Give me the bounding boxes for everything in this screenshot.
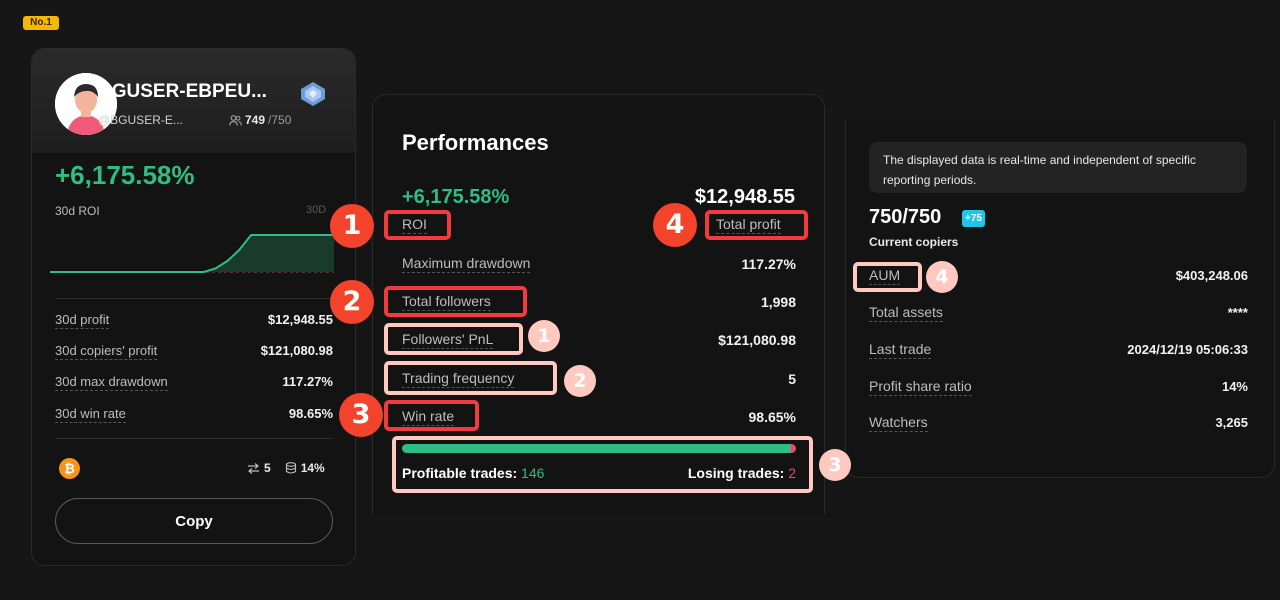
annotation-marker: 1: [528, 320, 560, 352]
divider: [55, 298, 333, 299]
stat-label: 30d profit: [55, 312, 110, 329]
avatar-image: [55, 73, 117, 135]
profit-share-ratio-label: Profit share ratio: [869, 378, 972, 396]
diamond-rank-icon: [298, 81, 328, 112]
stat-value: $12,948.55: [267, 312, 333, 327]
profitable-trades-count: 146: [521, 465, 545, 481]
users-icon: [229, 114, 242, 126]
rank-badge: No.1: [23, 16, 59, 30]
annotation-marker: 2: [564, 365, 596, 397]
stat-label: 30d win rate: [55, 406, 126, 423]
last-trade-value: 2024/12/19 05:06:33: [1127, 342, 1248, 357]
roi-label: ROI: [402, 216, 427, 234]
watchers-value: 3,265: [1215, 415, 1248, 430]
performance-roi-value: +6,175.58%: [402, 186, 510, 208]
current-copiers-caption: Current copiers: [869, 235, 959, 249]
performance-total-profit-value: $12,948.55: [694, 186, 795, 208]
chart-period-label: 30D: [306, 204, 327, 216]
watchers-label: Watchers: [869, 414, 928, 432]
annotation-marker: 4: [926, 261, 958, 293]
annotation-marker: 3: [819, 449, 851, 481]
chart-area: [50, 235, 334, 272]
stat-row-profit: 30d profit $12,948.55: [55, 312, 333, 329]
trader-handle: @BGUSER-E...: [98, 113, 183, 127]
followers-pnl-value: $121,080.98: [718, 332, 796, 348]
win-rate-value: 98.65%: [748, 409, 796, 425]
last-trade-label: Last trade: [869, 341, 932, 359]
performance-title: Performances: [402, 130, 549, 155]
stat-value: 117.27%: [282, 374, 333, 389]
stat-row-copiers-profit: 30d copiers' profit $121,080.98: [55, 343, 333, 360]
total-followers-label: Total followers: [402, 293, 491, 311]
avatar[interactable]: [55, 73, 117, 135]
max-drawdown-value: 117.27%: [741, 256, 797, 272]
roi-mini-chart: [50, 234, 334, 273]
stat-value: 98.65%: [288, 406, 333, 421]
annotation-marker: 1: [330, 204, 374, 248]
copiers-max: /750: [268, 113, 292, 127]
profit-share: 14%: [285, 461, 325, 475]
chart-line: [50, 234, 334, 273]
profit-share-ratio-value: 14%: [1221, 379, 1248, 394]
trade-count: 5: [247, 461, 271, 475]
trader-meta: 5 14%: [247, 461, 325, 475]
stat-row-win-rate: 30d win rate 98.65%: [55, 406, 333, 423]
aum-value: $403,248.06: [1175, 268, 1248, 283]
win-rate-bar: [402, 444, 796, 453]
max-drawdown-label: Maximum drawdown: [402, 255, 531, 273]
total-followers-value: 1,998: [760, 294, 796, 310]
win-rate-label: Win rate: [402, 408, 455, 426]
trading-frequency-value: 5: [788, 371, 796, 387]
losing-trades-count: 2: [788, 465, 796, 481]
copiers-count: 749/750: [229, 113, 291, 127]
followers-pnl-label: Followers' PnL: [402, 331, 494, 349]
win-rate-bar-fill: [402, 444, 791, 453]
trader-roi: +6,175.58%: [55, 160, 195, 190]
stat-label: 30d max drawdown: [55, 374, 168, 391]
stat-value: $121,080.98: [260, 343, 333, 358]
copiers-delta-badge: +75: [962, 210, 985, 227]
database-icon: [285, 462, 296, 474]
copiers-current: 749: [245, 113, 266, 127]
annotation-marker: 3: [339, 393, 383, 437]
stat-label: 30d copiers' profit: [55, 343, 158, 360]
total-profit-label: Total profit: [716, 216, 781, 234]
profitable-trades-label: Profitable trades:: [402, 465, 518, 481]
swap-arrows-icon: [248, 462, 259, 474]
profit-share-value: 14%: [300, 461, 325, 475]
copy-button[interactable]: Copy: [55, 498, 333, 544]
profitable-trades: Profitable trades: 146: [402, 465, 544, 481]
total-assets-label: Total assets: [869, 304, 943, 322]
trader-name[interactable]: BGUSER-EBPEU...: [98, 81, 267, 102]
trader-card: [31, 48, 356, 566]
roi-caption: 30d ROI: [55, 204, 100, 218]
divider: [55, 438, 333, 439]
trade-count-value: 5: [264, 461, 271, 475]
stat-row-max-drawdown: 30d max drawdown 117.27%: [55, 374, 333, 391]
annotation-marker: 4: [653, 203, 697, 247]
aum-label: AUM: [869, 267, 901, 285]
losing-trades: Losing trades: 2: [688, 465, 796, 481]
trading-frequency-label: Trading frequency: [402, 370, 515, 388]
bitcoin-icon: ₿: [59, 458, 80, 479]
losing-trades-label: Losing trades:: [687, 465, 785, 481]
trades-summary: Profitable trades: 146 Losing trades: 2: [402, 465, 796, 481]
realtime-notice: The displayed data is real-time and inde…: [869, 142, 1247, 193]
total-assets-value: ****: [1227, 305, 1248, 320]
current-copiers-value: 750/750: [869, 206, 942, 228]
annotation-marker: 2: [330, 280, 374, 324]
